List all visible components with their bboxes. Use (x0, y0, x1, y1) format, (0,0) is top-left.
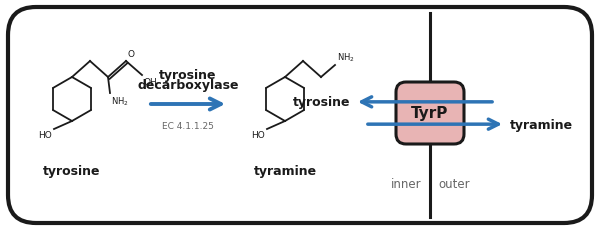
Text: tyrosine: tyrosine (43, 164, 101, 177)
Text: HO: HO (251, 131, 265, 139)
FancyBboxPatch shape (8, 8, 592, 223)
Text: decarboxylase: decarboxylase (137, 79, 239, 92)
Text: EC 4.1.1.25: EC 4.1.1.25 (162, 122, 214, 131)
Text: outer: outer (438, 177, 470, 190)
Text: HO: HO (38, 131, 52, 139)
Text: tyrosine: tyrosine (159, 69, 217, 82)
Text: tyrosine: tyrosine (293, 96, 350, 109)
Text: NH$_2$: NH$_2$ (337, 51, 355, 64)
FancyBboxPatch shape (396, 83, 464, 144)
Text: TyrP: TyrP (412, 106, 449, 121)
Text: OH: OH (144, 78, 158, 87)
Text: O: O (128, 50, 135, 59)
Text: NH$_2$: NH$_2$ (111, 96, 128, 108)
Text: inner: inner (391, 177, 422, 190)
Text: tyramine: tyramine (510, 118, 573, 131)
Text: tyramine: tyramine (253, 164, 317, 177)
